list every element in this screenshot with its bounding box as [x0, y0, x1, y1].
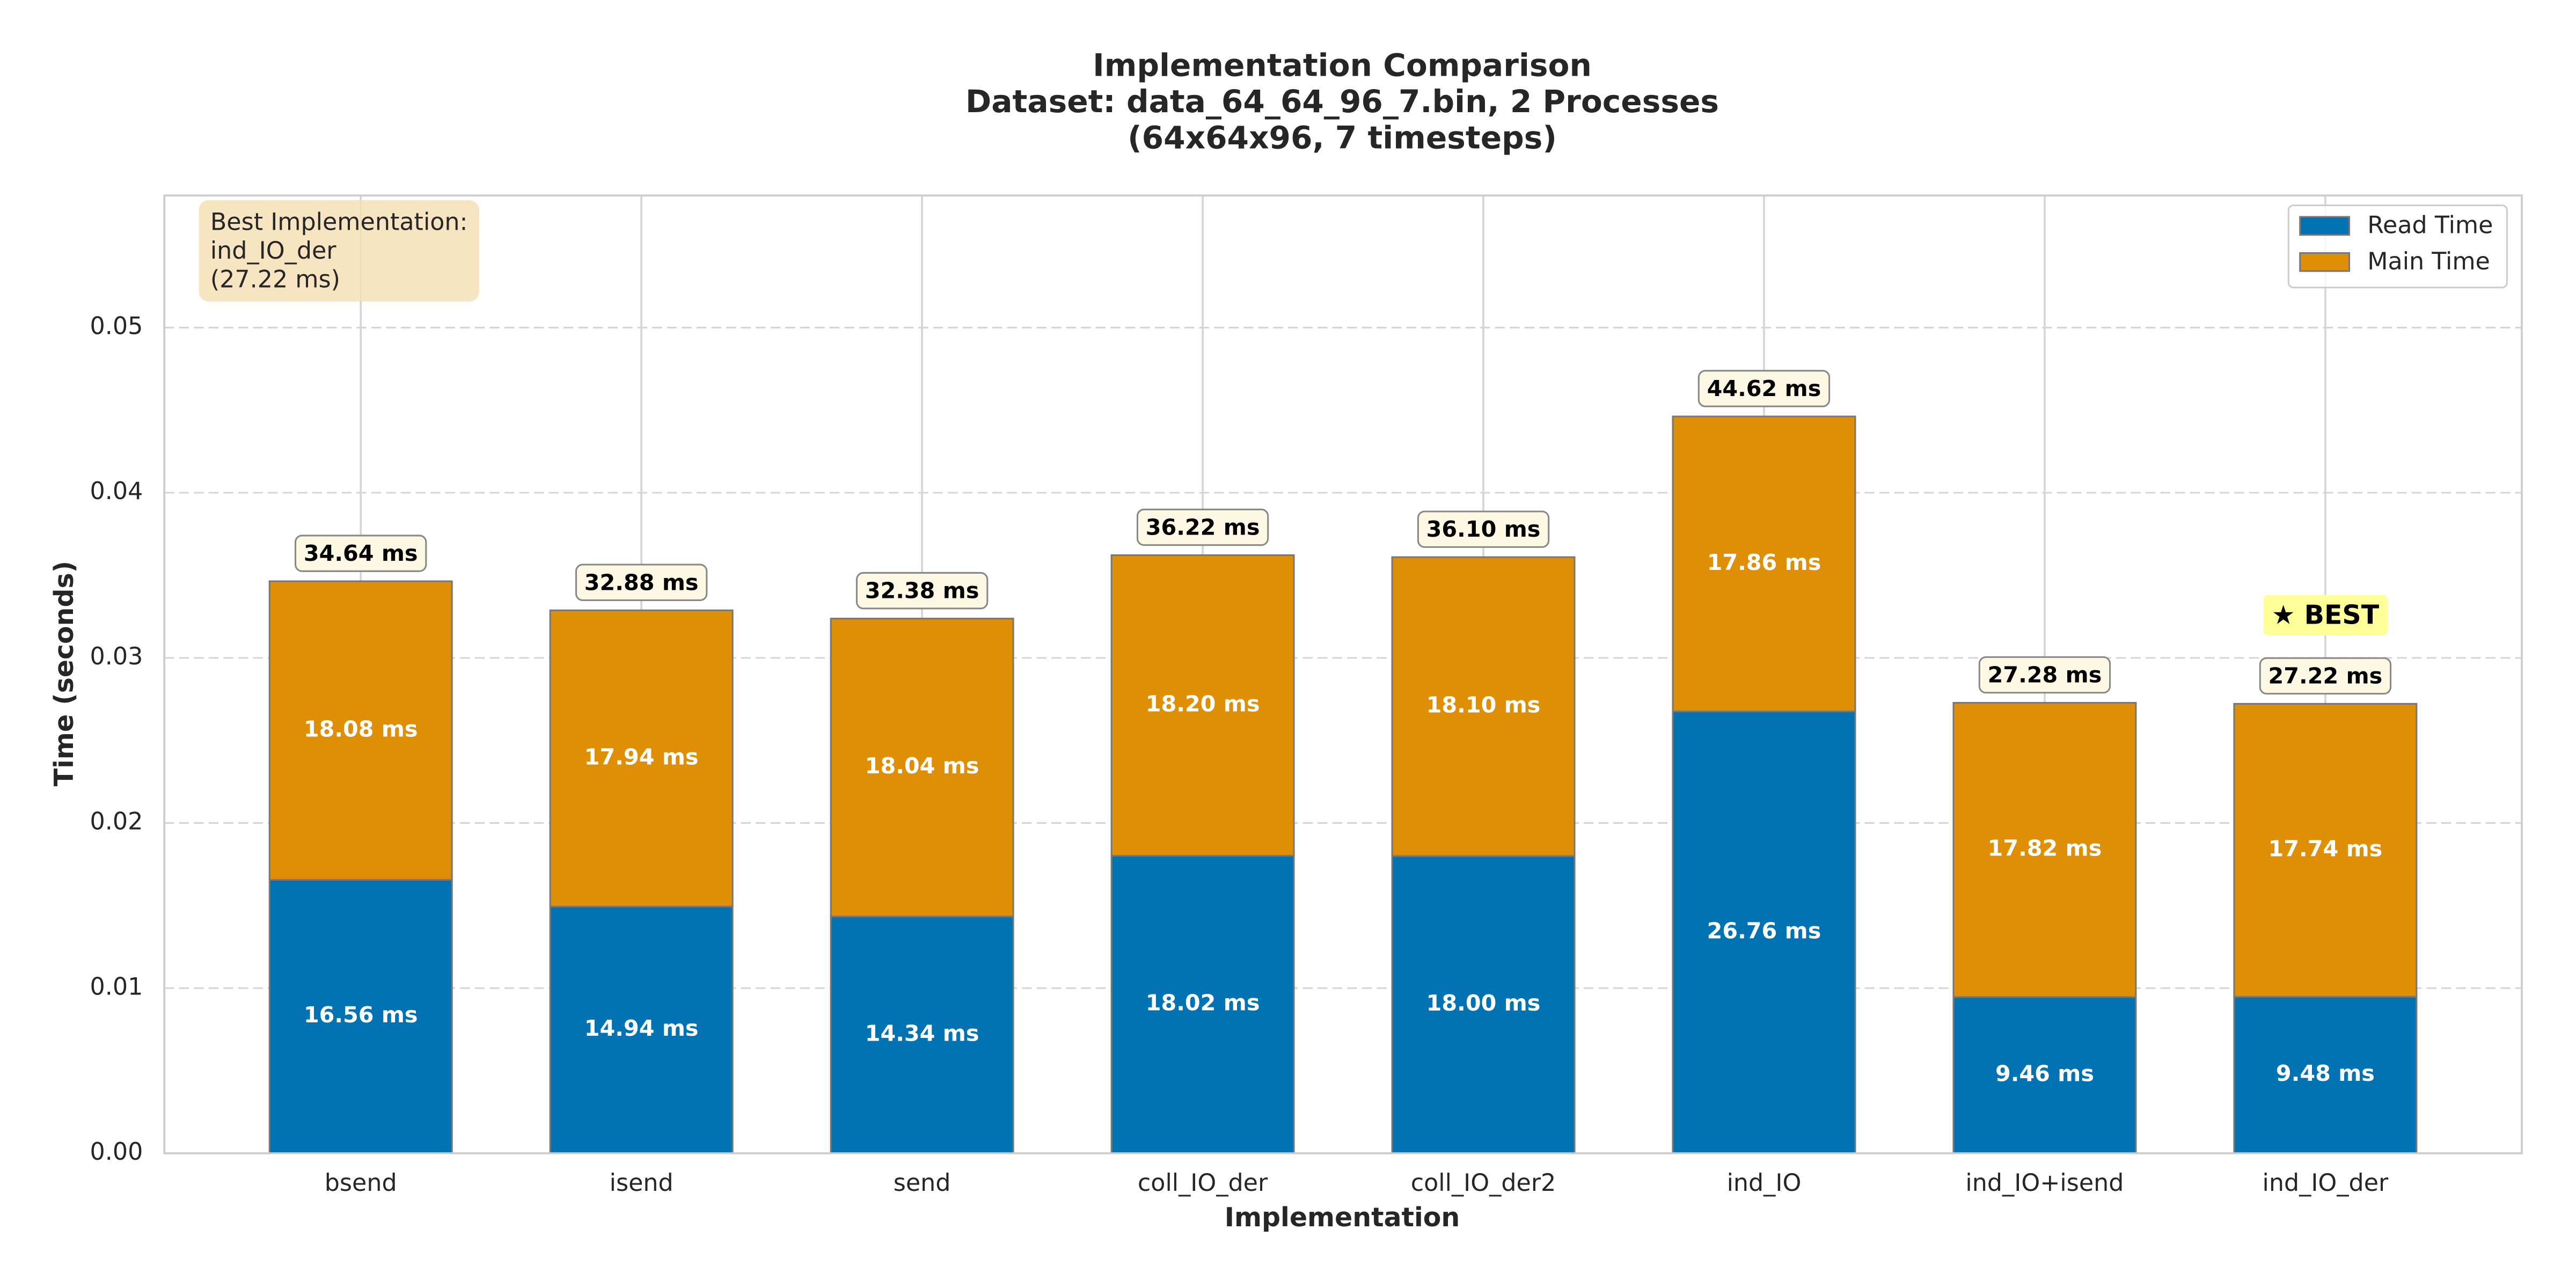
total-label-box	[1136, 508, 1269, 546]
total-label-box	[1697, 370, 1831, 407]
value-label: 18.10 ms	[1426, 692, 1541, 718]
annotation-text: (27.22 ms)	[210, 266, 340, 293]
bar-segment	[830, 916, 1014, 1154]
chart-title: Implementation Comparison	[1093, 47, 1592, 84]
bar-segment	[830, 618, 1014, 918]
total-label-box	[855, 572, 989, 610]
total-label: 36.10 ms	[1426, 516, 1541, 542]
annotation-text: Best Implementation:	[210, 208, 468, 236]
x-axis-label: Implementation	[1225, 1202, 1460, 1233]
chart-title: Dataset: data_64_64_96_7.bin, 2 Processe…	[965, 83, 1719, 120]
bar-segment	[1110, 554, 1295, 857]
value-label: 18.04 ms	[865, 753, 979, 779]
y-tick-label: 0.01	[90, 973, 143, 1000]
total-label-box	[295, 535, 427, 572]
total-label: 44.62 ms	[1707, 376, 1821, 401]
y-tick-label: 0.02	[90, 808, 143, 836]
total-label: 27.22 ms	[2268, 663, 2383, 689]
value-label: 18.08 ms	[304, 716, 418, 742]
bar-segment	[268, 580, 453, 881]
legend-swatch	[2299, 252, 2351, 272]
x-tick-label: ind_IO_der	[2263, 1169, 2389, 1197]
bar-segment	[268, 879, 453, 1154]
y-axis-label: Time (seconds)	[49, 561, 79, 786]
overlay: 0.00 0.01 0.02 0.03 0.04 0.05 bsend isend send co…	[90, 200, 2508, 1197]
bar-segment	[549, 905, 734, 1154]
bar-segment	[1110, 854, 1295, 1154]
x-tick-label: coll_IO_der2	[1411, 1169, 1556, 1197]
bar-segment	[1672, 711, 1856, 1154]
bar-segment	[1952, 702, 2137, 998]
annotation-text: ind_IO_der	[210, 237, 336, 265]
value-label: 16.56 ms	[304, 1002, 418, 1028]
legend: Read Time Main Time	[2287, 204, 2508, 289]
annotation-box	[199, 200, 479, 302]
bars	[268, 415, 2418, 1154]
value-label: 14.34 ms	[865, 1020, 979, 1046]
value-label: 26.76 ms	[1707, 918, 1821, 943]
value-label: 9.48 ms	[2276, 1060, 2375, 1086]
total-label-box	[1978, 656, 2111, 694]
best-badge: ★ BEST	[2272, 600, 2380, 631]
y-tick-label: 0.03	[90, 643, 143, 670]
y-tick-label: 0.00	[90, 1138, 143, 1166]
bar-segment	[2233, 702, 2418, 998]
total-label-box	[575, 564, 708, 601]
value-label: 17.94 ms	[584, 744, 699, 770]
bar-segment	[1391, 556, 1576, 857]
bar-segment	[1952, 996, 2137, 1154]
legend-label: Read Time	[2367, 211, 2493, 239]
total-label-box	[1417, 510, 1550, 548]
bar-segment	[1672, 415, 1856, 713]
y-tick-label: 0.04	[90, 478, 143, 505]
value-label: 14.94 ms	[584, 1015, 699, 1041]
total-label: 27.28 ms	[1988, 662, 2102, 688]
value-label: 17.82 ms	[1988, 836, 2102, 861]
x-tick-label: ind_IO	[1727, 1169, 1802, 1197]
y-tick-label: 0.05	[90, 312, 143, 340]
value-label: 18.20 ms	[1146, 691, 1260, 716]
value-label: 17.86 ms	[1707, 550, 1821, 575]
total-label: 34.64 ms	[304, 540, 418, 566]
value-label: 9.46 ms	[1995, 1060, 2094, 1086]
total-label: 36.22 ms	[1146, 514, 1260, 540]
x-tick-label: bsend	[325, 1169, 397, 1197]
value-label: 18.02 ms	[1146, 990, 1260, 1016]
chart-title: (64x64x96, 7 timesteps)	[1128, 119, 1557, 156]
best-badge-box	[2263, 595, 2388, 635]
x-tick-label: send	[894, 1169, 951, 1197]
plot-frame	[163, 194, 2523, 1154]
annotation: Best Implementation:ind_IO_der(27.22 ms)	[199, 200, 479, 302]
x-tick-label: isend	[610, 1169, 674, 1197]
x-tick-label: coll_IO_der	[1138, 1169, 1268, 1197]
legend-swatch	[2299, 216, 2351, 236]
bar-segment	[549, 609, 734, 908]
bar-segment	[1391, 855, 1576, 1154]
total-label: 32.38 ms	[865, 578, 979, 604]
value-label: 18.00 ms	[1426, 990, 1541, 1016]
legend-label: Main Time	[2367, 248, 2490, 275]
total-label-box	[2259, 657, 2392, 695]
total-label: 32.88 ms	[584, 569, 699, 595]
x-tick-label: ind_IO+isend	[1965, 1169, 2124, 1197]
value-label: 17.74 ms	[2268, 836, 2383, 861]
